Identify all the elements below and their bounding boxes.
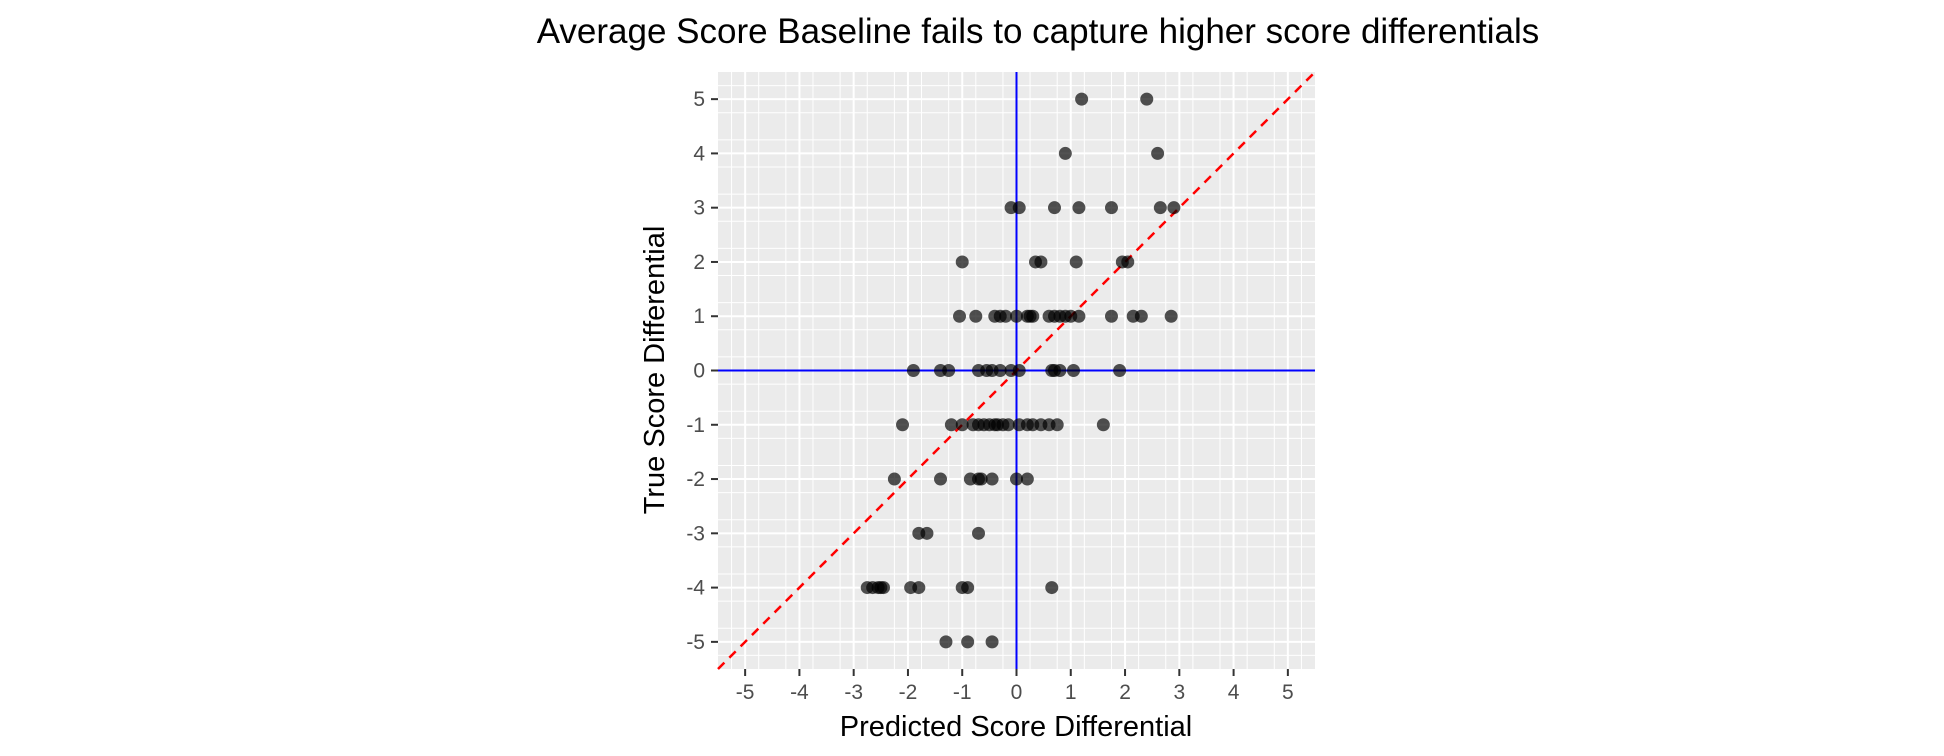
- x-tick-label: -4: [790, 681, 809, 704]
- x-tick-label: 5: [1282, 681, 1294, 704]
- data-point: [944, 418, 958, 432]
- y-tick-label: -2: [686, 468, 705, 491]
- data-point: [1020, 472, 1034, 486]
- x-tick-label: -1: [953, 681, 972, 704]
- data-point: [974, 472, 988, 486]
- data-point: [934, 472, 948, 486]
- data-point: [1121, 255, 1135, 269]
- data-point: [942, 364, 956, 377]
- y-tick-label: -5: [686, 631, 705, 654]
- data-point: [961, 581, 975, 595]
- data-point: [1096, 418, 1110, 432]
- data-point: [985, 635, 999, 649]
- chart-title: Average Score Baseline fails to capture …: [537, 12, 1540, 51]
- data-point: [1104, 309, 1118, 323]
- data-point: [906, 364, 920, 377]
- data-point: [1034, 255, 1048, 269]
- data-point: [953, 309, 967, 323]
- x-tick-label: -3: [844, 681, 863, 704]
- data-point: [993, 364, 1007, 377]
- data-point: [1010, 472, 1023, 486]
- data-point: [1072, 309, 1086, 323]
- data-point: [999, 309, 1013, 323]
- data-point: [1066, 364, 1080, 377]
- y-tick-label: -4: [686, 577, 705, 600]
- x-axis-title: Predicted Score Differential: [840, 711, 1192, 743]
- data-point: [1075, 92, 1089, 106]
- y-axis-title: True Score Differential: [639, 226, 671, 515]
- data-point: [1167, 201, 1181, 215]
- x-tick-label: 4: [1228, 681, 1240, 704]
- data-point: [955, 418, 969, 432]
- data-point: [1104, 201, 1118, 215]
- data-points: [860, 92, 1181, 649]
- y-tick-label: -1: [686, 414, 705, 437]
- data-point: [1001, 418, 1015, 432]
- data-point: [961, 635, 975, 649]
- y-tick-label: 3: [693, 197, 705, 220]
- data-point: [969, 309, 983, 323]
- data-point: [1010, 309, 1023, 323]
- data-point: [1113, 364, 1127, 377]
- data-point: [920, 526, 934, 540]
- data-point: [1134, 309, 1148, 323]
- data-point: [1069, 255, 1083, 269]
- data-point: [877, 581, 891, 595]
- y-tick-label: 0: [693, 360, 705, 383]
- y-tick-label: 4: [693, 142, 705, 165]
- x-tick-label: 2: [1119, 681, 1131, 704]
- data-point: [1026, 309, 1040, 323]
- data-point: [887, 472, 901, 486]
- y-axis-ticks: -5 -4 -3 -2 -1 0 1 2 3 4 5: [686, 88, 718, 654]
- data-point: [939, 635, 953, 649]
- data-point: [972, 526, 986, 540]
- data-point: [955, 255, 969, 269]
- data-point: [1050, 418, 1064, 432]
- data-point: [1153, 201, 1167, 215]
- data-point: [1164, 309, 1178, 323]
- x-tick-label: 3: [1173, 681, 1185, 704]
- data-point: [912, 581, 926, 595]
- x-tick-label: 0: [1011, 681, 1023, 704]
- data-point: [1151, 146, 1165, 160]
- data-point: [1045, 581, 1059, 595]
- x-tick-label: 1: [1065, 681, 1077, 704]
- x-tick-label: -2: [899, 681, 918, 704]
- data-point: [1047, 201, 1061, 215]
- y-tick-label: -3: [686, 522, 705, 545]
- data-point: [985, 472, 999, 486]
- data-point: [1012, 364, 1026, 377]
- data-point: [1053, 364, 1067, 377]
- y-tick-label: 1: [693, 305, 705, 328]
- x-axis-ticks: -5 -4 -3 -2 -1 0 1 2 3 4 5: [736, 669, 1294, 704]
- x-tick-label: -5: [736, 681, 755, 704]
- data-point: [1058, 146, 1072, 160]
- data-point: [1012, 201, 1026, 215]
- y-tick-label: 2: [693, 251, 705, 274]
- data-point: [1140, 92, 1154, 106]
- y-tick-label: 5: [693, 88, 705, 111]
- data-point: [1072, 201, 1086, 215]
- data-point: [896, 418, 910, 432]
